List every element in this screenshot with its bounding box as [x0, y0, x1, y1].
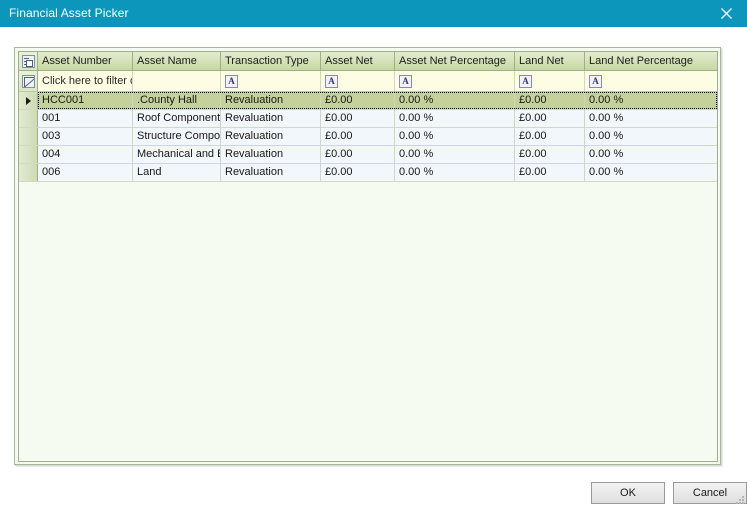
cell-land-net-percentage[interactable]: 0.00 %: [589, 94, 624, 106]
cell-land-net-percentage[interactable]: 0.00 %: [589, 148, 624, 160]
filter-editor-icon[interactable]: A: [589, 74, 602, 88]
cell-asset-number[interactable]: 004: [38, 146, 133, 163]
filter-builder-icon[interactable]: [19, 71, 38, 91]
cell-asset-name[interactable]: Mechanical and E: [133, 146, 221, 163]
filter-cell-asset-number[interactable]: Click here to filter data...: [38, 71, 133, 91]
cell-transaction-type[interactable]: Revaluation: [221, 128, 321, 145]
cell-land-net[interactable]: £0.00: [515, 146, 585, 163]
cell-asset-net-percentage[interactable]: 0.00 %: [395, 110, 515, 127]
cell-asset-name[interactable]: .County Hall: [133, 92, 221, 109]
filter-cell-land-net[interactable]: A: [515, 71, 585, 91]
cell-asset-name[interactable]: Structure Compo: [133, 128, 221, 145]
cell-asset-net[interactable]: £0.00: [321, 146, 395, 163]
dialog-body: Asset Number Asset Name Transaction Type…: [0, 27, 747, 507]
row-indicator[interactable]: [19, 164, 38, 181]
filter-cell-asset-name[interactable]: [133, 71, 221, 91]
row-indicator[interactable]: [19, 92, 38, 109]
grid-empty-area: [19, 182, 717, 461]
filter-cell-land-net-percentage[interactable]: A: [585, 71, 717, 91]
cell-land-net-percentage[interactable]: 0.00 %: [589, 130, 624, 142]
cell-asset-net[interactable]: £0.00: [321, 92, 395, 109]
row-indicator[interactable]: [19, 110, 38, 127]
asset-grid-inner: Asset Number Asset Name Transaction Type…: [18, 51, 718, 462]
column-header-asset-number[interactable]: Asset Number: [38, 52, 133, 70]
column-header-asset-net[interactable]: Asset Net: [321, 52, 395, 70]
filter-editor-icon[interactable]: A: [325, 74, 338, 88]
current-row-arrow-icon: [26, 96, 31, 105]
column-chooser-icon[interactable]: [19, 52, 38, 70]
row-indicator[interactable]: [19, 146, 38, 163]
close-icon[interactable]: [705, 0, 747, 27]
cell-land-net[interactable]: £0.00: [515, 164, 585, 181]
cell-transaction-type[interactable]: Revaluation: [221, 146, 321, 163]
dialog-titlebar[interactable]: Financial Asset Picker: [0, 0, 747, 27]
column-header-land-net[interactable]: Land Net: [515, 52, 585, 70]
dialog-title: Financial Asset Picker: [9, 6, 129, 20]
column-header-asset-name[interactable]: Asset Name: [133, 52, 221, 70]
cell-asset-net-percentage[interactable]: 0.00 %: [395, 128, 515, 145]
column-header-land-net-percentage[interactable]: Land Net Percentage: [589, 54, 693, 67]
filter-cell-transaction-type[interactable]: A: [221, 71, 321, 91]
column-chooser-glyph: [21, 54, 35, 68]
table-row[interactable]: 006 Land Revaluation £0.00 0.00 % £0.00 …: [19, 164, 717, 182]
cell-land-net[interactable]: £0.00: [515, 92, 585, 109]
cell-transaction-type[interactable]: Revaluation: [221, 92, 321, 109]
filter-prompt: Click here to filter data...: [42, 74, 132, 87]
grid-header-row: Asset Number Asset Name Transaction Type…: [19, 52, 717, 71]
resize-grip[interactable]: [733, 493, 745, 505]
column-header-transaction-type[interactable]: Transaction Type: [221, 52, 321, 70]
cell-asset-number[interactable]: HCC001: [38, 92, 133, 109]
table-row[interactable]: 001 Roof Component Revaluation £0.00 0.0…: [19, 110, 717, 128]
row-indicator[interactable]: [19, 128, 38, 145]
cell-asset-net[interactable]: £0.00: [321, 110, 395, 127]
cell-asset-number[interactable]: 006: [38, 164, 133, 181]
cell-land-net-percentage[interactable]: 0.00 %: [589, 166, 624, 178]
cell-transaction-type[interactable]: Revaluation: [221, 110, 321, 127]
cell-transaction-type[interactable]: Revaluation: [221, 164, 321, 181]
filter-editor-icon[interactable]: A: [519, 74, 532, 88]
ok-button[interactable]: OK: [591, 482, 665, 504]
cell-asset-number[interactable]: 003: [38, 128, 133, 145]
cell-asset-name[interactable]: Land: [133, 164, 221, 181]
cell-land-net[interactable]: £0.00: [515, 128, 585, 145]
grid-filter-row[interactable]: Click here to filter data... A A A A: [19, 71, 717, 92]
cell-asset-name[interactable]: Roof Component: [133, 110, 221, 127]
table-row[interactable]: 004 Mechanical and E Revaluation £0.00 0…: [19, 146, 717, 164]
cancel-button[interactable]: Cancel: [673, 482, 747, 504]
table-row[interactable]: HCC001 .County Hall Revaluation £0.00 0.…: [19, 92, 717, 110]
column-header-asset-net-percentage[interactable]: Asset Net Percentage: [395, 52, 515, 70]
cell-asset-net[interactable]: £0.00: [321, 128, 395, 145]
asset-grid[interactable]: Asset Number Asset Name Transaction Type…: [14, 47, 721, 465]
cell-asset-net-percentage[interactable]: 0.00 %: [395, 164, 515, 181]
filter-editor-icon[interactable]: A: [225, 74, 238, 88]
filter-cell-asset-net-percentage[interactable]: A: [395, 71, 515, 91]
filter-cell-asset-net[interactable]: A: [321, 71, 395, 91]
table-row[interactable]: 003 Structure Compo Revaluation £0.00 0.…: [19, 128, 717, 146]
cell-asset-number[interactable]: 001: [38, 110, 133, 127]
cell-asset-net[interactable]: £0.00: [321, 164, 395, 181]
cell-land-net[interactable]: £0.00: [515, 110, 585, 127]
cell-land-net-percentage[interactable]: 0.00 %: [589, 112, 624, 124]
filter-editor-icon[interactable]: A: [399, 74, 412, 88]
cell-asset-net-percentage[interactable]: 0.00 %: [395, 92, 515, 109]
filter-builder-glyph: [21, 74, 35, 88]
cell-asset-net-percentage[interactable]: 0.00 %: [395, 146, 515, 163]
